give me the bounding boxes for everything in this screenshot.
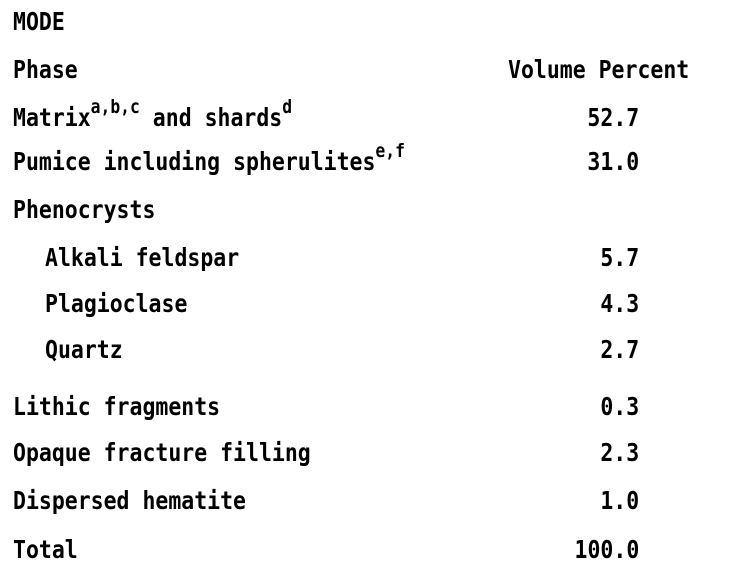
row-value: 1.0: [600, 486, 639, 515]
table-row-matrix: Matrixa,b,c and shardsd: [13, 95, 293, 138]
row-label: Pumice including spherulites: [13, 147, 376, 176]
total-value: 100.0: [574, 535, 639, 564]
table-row-lithic-fragments: Lithic fragments: [13, 392, 221, 421]
row-value: 4.3: [600, 289, 639, 318]
table-row-alkali-feldspar: Alkali feldspar: [45, 243, 240, 272]
row-value: 52.7: [587, 103, 639, 132]
row-label-continuation: and shards: [139, 103, 283, 132]
footnote-marker: a,b,c: [90, 95, 140, 118]
footnote-marker: e,f: [375, 139, 405, 162]
row-label: Matrix: [13, 103, 91, 132]
table-row-quartz: Quartz: [45, 335, 123, 364]
phase-column-header: Phase: [13, 55, 78, 84]
section-title: MODE: [13, 7, 65, 36]
table-row-pumice: Pumice including spherulitese,f: [13, 139, 405, 182]
table-row-plagioclase: Plagioclase: [45, 289, 188, 318]
row-value: 2.3: [600, 438, 639, 467]
table-row-dispersed-hematite: Dispersed hematite: [13, 486, 247, 515]
row-value: 5.7: [600, 243, 639, 272]
row-value: 31.0: [587, 147, 639, 176]
volume-percent-column-header: Volume Percent: [508, 55, 690, 84]
footnote-marker: d: [282, 95, 293, 118]
row-value: 0.3: [600, 392, 639, 421]
table-row-opaque-fracture-filling: Opaque fracture filling: [13, 438, 311, 467]
table-row-total: Total: [13, 535, 78, 564]
table-row-phenocrysts: Phenocrysts: [13, 195, 156, 224]
row-value: 2.7: [600, 335, 639, 364]
